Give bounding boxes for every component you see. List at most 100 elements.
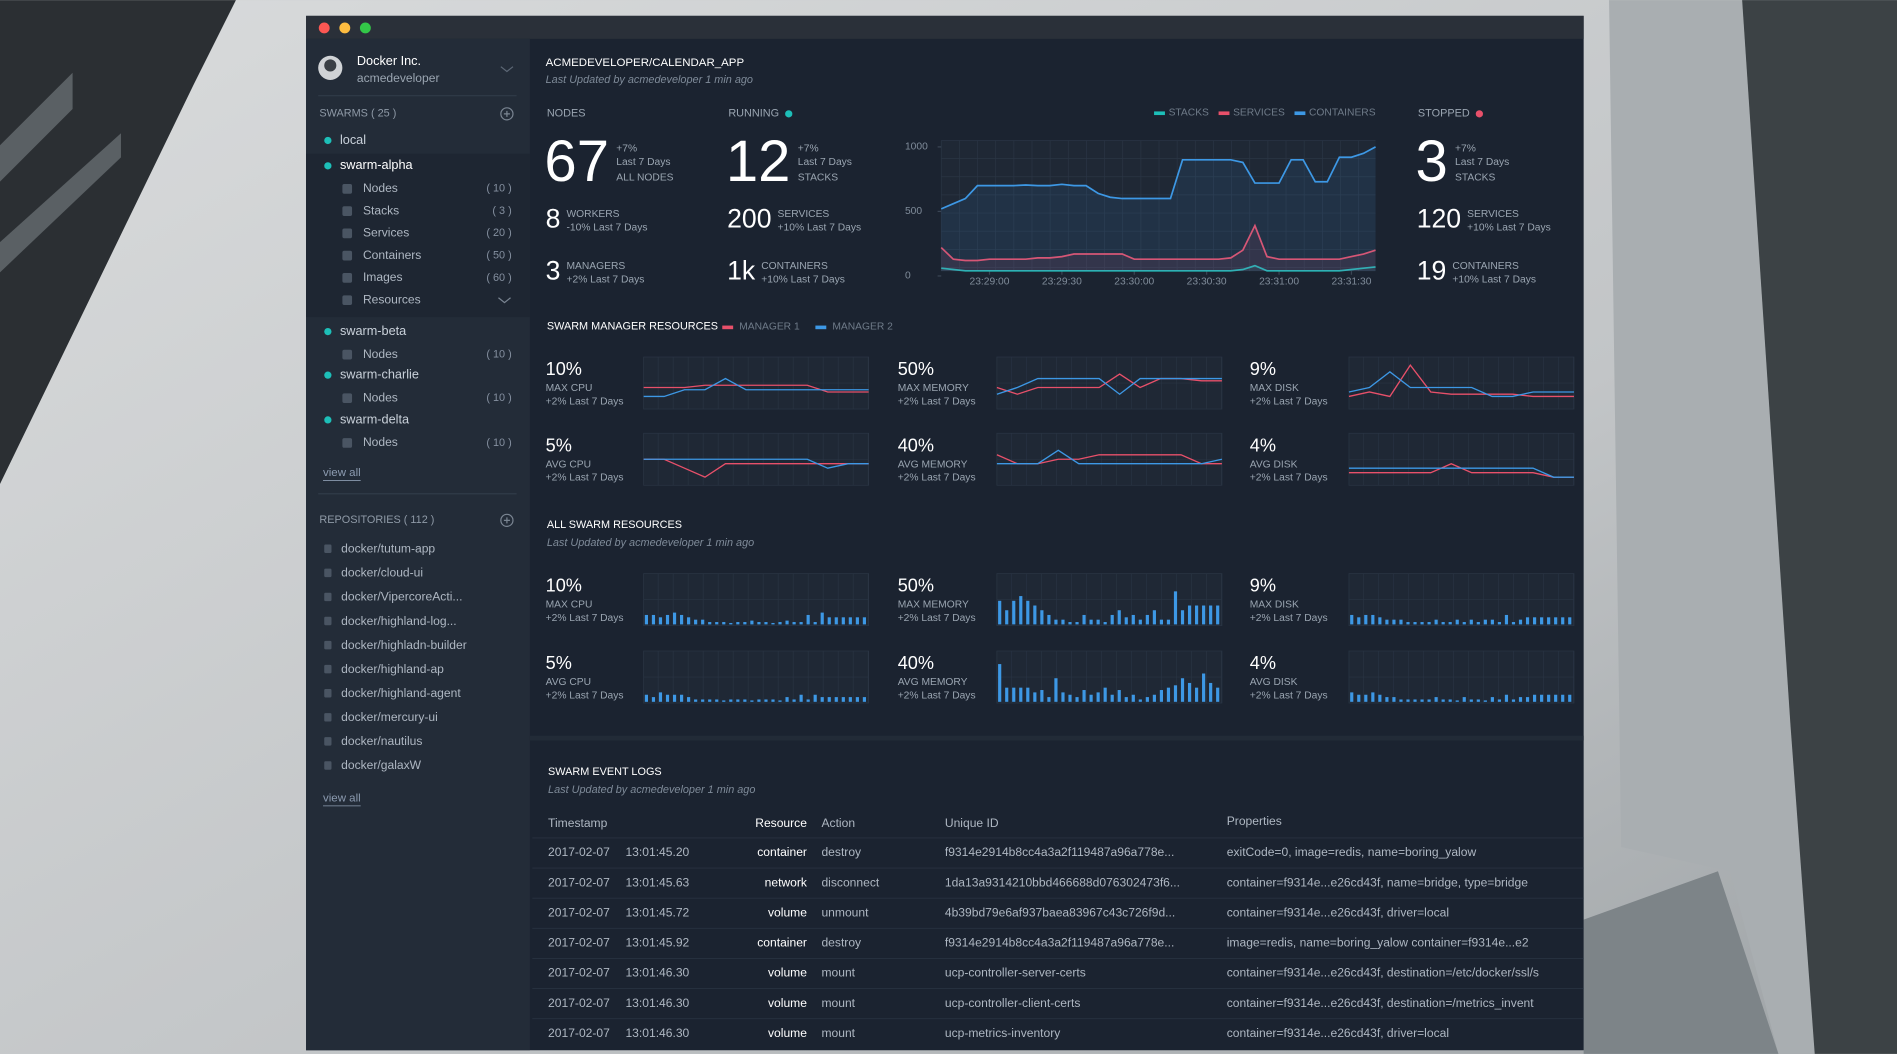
nav-item[interactable]: Nodes (363, 181, 398, 195)
spark-bar (1469, 699, 1473, 702)
spark-bar (1462, 697, 1466, 702)
spark-bar (1124, 697, 1128, 702)
table-cell: container=f9314e...e26cd43f, destination… (1227, 996, 1534, 1010)
spark-bar (848, 617, 852, 625)
resources-expand[interactable] (498, 297, 511, 304)
spark-bar (1357, 617, 1361, 625)
stat-unit: ALL NODES (616, 173, 673, 184)
spark-bar (658, 692, 663, 702)
spark-bar (672, 694, 677, 702)
repo-icon (324, 688, 332, 698)
building-base (1583, 871, 1779, 1054)
spark-bar (1554, 617, 1558, 625)
nav-item[interactable]: Services (363, 226, 409, 240)
swarm-name[interactable]: local (340, 133, 366, 147)
spark-line (643, 384, 869, 393)
title-bar (306, 15, 1584, 39)
repo-name[interactable]: docker/nautilus (341, 734, 422, 748)
repo-icon (324, 592, 332, 602)
add-repo[interactable] (500, 513, 514, 527)
metric-value: 40% (898, 653, 934, 673)
series-line (940, 223, 1376, 262)
metric-label: AVG MEMORY (898, 677, 968, 688)
x-tick-label: 23:29:30 (1042, 277, 1082, 288)
repo-name[interactable]: docker/highland-agent (341, 686, 461, 700)
spark-bar (841, 697, 845, 702)
spark-bar (1033, 692, 1037, 702)
repo-icon (324, 568, 332, 578)
metric-value: 9% (1250, 576, 1276, 596)
spark-bar (701, 619, 705, 625)
nav-item[interactable]: Images (363, 270, 403, 284)
close-button[interactable] (318, 22, 330, 34)
x-tick-label: 23:30:00 (1114, 277, 1154, 288)
swarm-name[interactable]: swarm-delta (340, 412, 410, 426)
repo-name[interactable]: docker/cloud-ui (341, 566, 423, 580)
repo-icon (324, 713, 332, 722)
section-title: SWARM EVENT LOGS (548, 766, 662, 778)
sub-change: +10% Last 7 Days (761, 274, 845, 285)
spark-bar (715, 699, 719, 702)
table-cell: 13:01:45.72 (625, 905, 689, 919)
nav-item[interactable]: Containers (363, 248, 421, 262)
spark-bar (1138, 699, 1142, 702)
table-cell: container=f9314e...e26cd43f, name=bridge… (1227, 875, 1528, 889)
repo-name[interactable]: docker/tutum-app (341, 542, 435, 556)
spark-bar (806, 699, 810, 702)
spark-bar (1012, 600, 1016, 625)
nav-item[interactable]: Nodes (363, 390, 398, 404)
swarm-name[interactable]: swarm-alpha (340, 158, 414, 172)
view-all-link[interactable]: view all (323, 467, 361, 479)
metric-value: 4% (1250, 653, 1276, 673)
spark-bar (1068, 622, 1072, 625)
spark-bar (1166, 619, 1171, 625)
nav-item[interactable]: Stacks (363, 203, 399, 217)
x-tick-label: 23:30:30 (1187, 277, 1227, 288)
spark-line (1348, 371, 1574, 398)
sub-unit: WORKERS (566, 209, 619, 220)
spark-bar (1061, 692, 1065, 702)
minimize-button[interactable] (339, 22, 351, 34)
item-count: ( 10 ) (486, 437, 511, 449)
metric-label: AVG CPU (546, 459, 591, 470)
repo-name[interactable]: docker/galaxW (341, 758, 421, 772)
spark-bar (834, 697, 838, 702)
spark-bar (1399, 619, 1403, 625)
column-header: Properties (1227, 814, 1282, 828)
add-swarm[interactable] (500, 107, 514, 121)
org-dropdown[interactable] (500, 66, 514, 73)
status-dot (324, 136, 332, 145)
sub-unit: CONTAINERS (761, 261, 828, 272)
metric-label: MAX DISK (1250, 600, 1299, 611)
nav-item[interactable]: Nodes (363, 435, 398, 449)
table-cell: 13:01:45.20 (625, 845, 689, 859)
spark-bar (834, 617, 838, 625)
spark-bar (841, 617, 845, 625)
nav-item[interactable]: Resources (363, 292, 421, 306)
spark-bar (1413, 622, 1417, 625)
spark-bar (1371, 692, 1375, 702)
table-cell: container=f9314e...e26cd43f, driver=loca… (1227, 1026, 1449, 1040)
repo-name[interactable]: docker/highladn-builder (341, 638, 467, 652)
swarm-name[interactable]: swarm-beta (340, 324, 407, 338)
repo-name[interactable]: docker/VipercoreActi... (341, 590, 462, 604)
swarm-name[interactable]: swarm-charlie (340, 368, 419, 382)
spark-bar (1068, 694, 1072, 702)
spark-bar (651, 614, 656, 625)
repo-name[interactable]: docker/highland-ap (341, 662, 444, 676)
spark-bar (771, 622, 775, 625)
spark-bar (1054, 678, 1058, 702)
org-name: Docker Inc. (357, 54, 421, 68)
item-count: ( 10 ) (486, 392, 511, 404)
spark-bar (1448, 699, 1452, 702)
metric-value: 4% (1250, 435, 1276, 455)
nav-item[interactable]: Nodes (363, 347, 398, 361)
updated-text: Last Updated by acmedeveloper 1 min ago (548, 784, 755, 796)
repo-icon (324, 664, 332, 674)
zoom-button[interactable] (359, 22, 371, 34)
column-header: Timestamp (548, 816, 608, 830)
repo-name[interactable]: docker/highland-log... (341, 614, 457, 628)
repo-name[interactable]: docker/mercury-ui (341, 710, 438, 724)
view-all-link[interactable]: view all (323, 793, 361, 805)
spark-bar (1209, 682, 1213, 702)
